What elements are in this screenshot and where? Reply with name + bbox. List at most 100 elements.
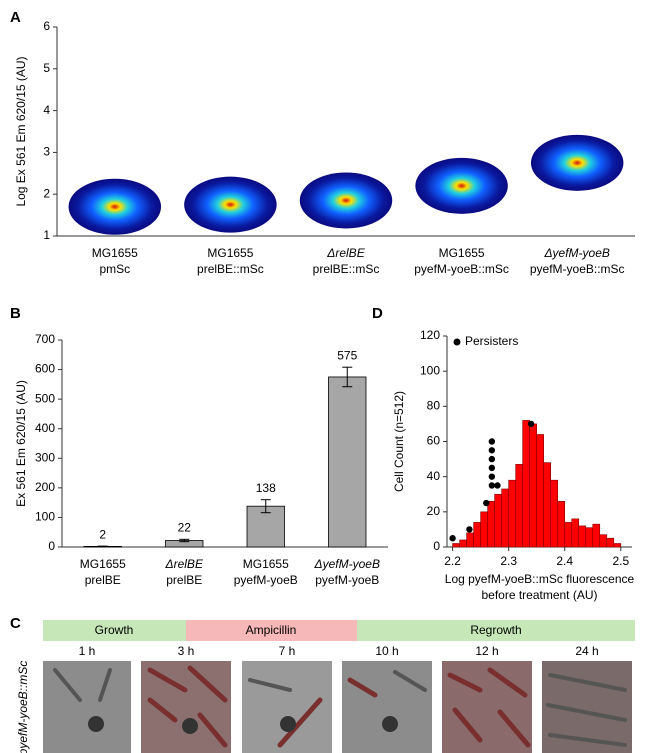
micrographs (43, 661, 632, 753)
persister-point (449, 535, 456, 542)
y-tick-label: 5 (43, 61, 50, 75)
x-tick-label: 2.5 (612, 554, 629, 568)
x-tick-label: MG1655 (80, 557, 126, 571)
time-label: 24 h (575, 644, 598, 658)
y-tick-label: 100 (420, 363, 440, 377)
phase-bar (357, 620, 635, 641)
x-tick-label: ΔyefM-yoeB (314, 557, 380, 571)
value-label: 22 (178, 520, 192, 534)
y-tick-label: 1 (43, 228, 50, 242)
y-axis-label: Ex 561 Em 620/15 (AU) (14, 380, 28, 507)
micrograph-feature (182, 718, 198, 734)
y-tick-label: 3 (43, 145, 50, 159)
histogram-bar (508, 479, 516, 548)
micrograph-feature (88, 716, 104, 732)
x-tick-label: MG1655 (207, 246, 253, 260)
panel-letter: C (10, 615, 21, 632)
persister-point (488, 455, 496, 463)
value-label: 575 (337, 348, 357, 362)
value-label: 2 (99, 527, 106, 541)
persister-point (488, 438, 496, 445)
persister-point (488, 473, 496, 480)
density-cloud (530, 134, 624, 191)
y-tick-label: 60 (427, 434, 441, 448)
y-tick-label: 200 (35, 480, 55, 494)
histogram-bar (613, 543, 622, 548)
histogram-bar (606, 537, 615, 548)
phase-label: Regrowth (470, 623, 521, 637)
histogram-bar (452, 543, 460, 548)
x-tick-label: MG1655 (439, 246, 485, 260)
x-axis-label: Log pyefM-yoeB::mSc fluorescence (445, 572, 635, 586)
y-tick-label: 2 (43, 186, 50, 200)
histogram-bar (473, 522, 481, 548)
time-label: 7 h (279, 644, 296, 658)
histogram-bar (529, 423, 537, 548)
x-tick-label: pyefM-yoeB (234, 573, 298, 587)
y-axis-label: Cell Count (n=512) (392, 391, 406, 492)
x-tick-label: prelBE (85, 573, 121, 587)
x-tick-label: prelBE::mSc (313, 262, 380, 276)
micrograph (442, 661, 532, 753)
y-axis-label: Log Ex 561 Em 620/15 (AU) (14, 56, 28, 206)
histogram-bar (557, 500, 566, 548)
y-tick-label: 80 (427, 399, 441, 413)
density-cloud (299, 172, 393, 229)
x-tick-label: pyefM-yoeB (315, 573, 379, 587)
x-tick-label: pyefM-yoeB::mSc (414, 262, 509, 276)
density-cloud (184, 176, 277, 233)
y-tick-label: 0 (48, 539, 55, 553)
y-tick-label: 600 (35, 362, 55, 376)
histogram-bar (494, 493, 502, 548)
micrograph (43, 661, 131, 753)
x-tick-label: ΔrelBE (165, 557, 204, 571)
y-tick-label: 300 (35, 450, 55, 464)
phase-bar (43, 620, 186, 641)
persister-point (483, 499, 490, 507)
micrograph (342, 661, 432, 753)
histogram-bar (480, 511, 488, 548)
histogram-bar (599, 534, 608, 548)
y-tick-label: 20 (427, 504, 441, 518)
persister-point (494, 482, 501, 489)
density-cloud (415, 157, 508, 214)
x-tick-label: prelBE::mSc (197, 262, 264, 276)
y-tick-label: 700 (35, 332, 55, 346)
y-tick-label: 4 (43, 103, 50, 117)
histogram-bar (459, 539, 467, 548)
x-tick-label: pyefM-yoeB::mSc (530, 262, 625, 276)
legend-marker (453, 338, 461, 346)
legend-label: Persisters (465, 334, 518, 348)
x-tick-label: 2.2 (444, 554, 461, 568)
x-tick-label: MG1655 (92, 246, 138, 260)
y-tick-label: 0 (433, 539, 440, 553)
panel-letter: D (372, 305, 383, 322)
y-tick-label: 120 (420, 328, 440, 342)
micrograph-feature (382, 716, 398, 732)
persister-point (488, 464, 496, 472)
panel-letter: B (10, 305, 21, 322)
y-tick-label: 400 (35, 421, 55, 435)
persister-point (488, 482, 496, 489)
histogram-bar (550, 479, 559, 548)
bar (328, 376, 367, 548)
histogram-bar (522, 420, 530, 548)
histogram-bar (501, 488, 509, 548)
x-tick-label: ΔyefM-yoeB (543, 246, 609, 260)
persister-point (488, 447, 496, 454)
panel-letter: A (10, 9, 21, 26)
x-tick-label: ΔrelBE (326, 246, 365, 260)
histogram-bar (564, 522, 573, 548)
histogram-bar (466, 532, 474, 548)
phase-bar (186, 620, 357, 641)
time-label: 1 h (79, 644, 96, 658)
x-tick-label: pmSc (99, 262, 130, 276)
phase-label: Growth (95, 623, 134, 637)
y-tick-label: 40 (427, 469, 441, 483)
histogram-bar (578, 525, 587, 548)
x-tick-label: MG1655 (243, 557, 289, 571)
micrograph-feature (280, 716, 296, 732)
time-label: 12 h (475, 644, 498, 658)
x-axis-label: before treatment (AU) (481, 588, 597, 602)
